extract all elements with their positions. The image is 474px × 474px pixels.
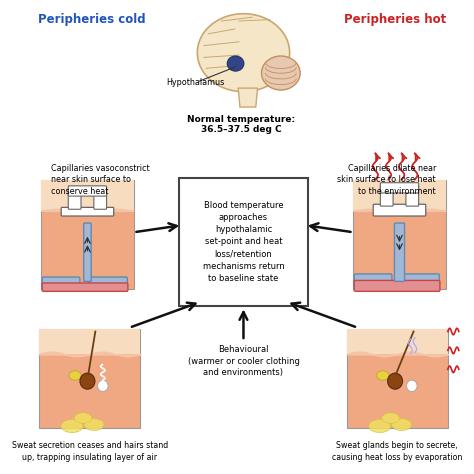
- Polygon shape: [238, 88, 257, 107]
- Ellipse shape: [369, 419, 391, 433]
- Circle shape: [98, 380, 108, 392]
- FancyBboxPatch shape: [394, 223, 404, 282]
- FancyBboxPatch shape: [380, 182, 419, 193]
- FancyBboxPatch shape: [90, 277, 128, 287]
- FancyBboxPatch shape: [373, 204, 426, 216]
- FancyBboxPatch shape: [354, 274, 392, 287]
- FancyBboxPatch shape: [84, 223, 91, 282]
- Circle shape: [80, 373, 95, 389]
- Circle shape: [407, 380, 417, 392]
- Text: Peripheries cold: Peripheries cold: [38, 13, 146, 26]
- Text: Sweat glands begin to secrete,
causing heat loss by evaporation: Sweat glands begin to secrete, causing h…: [332, 441, 463, 462]
- FancyBboxPatch shape: [68, 186, 107, 196]
- Ellipse shape: [382, 413, 400, 423]
- Text: Hypothalamus: Hypothalamus: [166, 78, 225, 87]
- FancyBboxPatch shape: [354, 281, 440, 292]
- Text: Sweat secretion ceases and hairs stand
up, trapping insulating layer of air: Sweat secretion ceases and hairs stand u…: [11, 441, 168, 462]
- FancyBboxPatch shape: [353, 180, 446, 211]
- Ellipse shape: [74, 413, 92, 423]
- FancyBboxPatch shape: [41, 180, 134, 289]
- Text: Behavioural
(warmer or cooler clothing
and environments): Behavioural (warmer or cooler clothing a…: [188, 345, 300, 377]
- Ellipse shape: [227, 56, 244, 71]
- Circle shape: [388, 373, 402, 389]
- Ellipse shape: [61, 419, 83, 433]
- Ellipse shape: [392, 419, 411, 430]
- FancyBboxPatch shape: [39, 329, 140, 354]
- FancyBboxPatch shape: [353, 180, 446, 289]
- FancyBboxPatch shape: [401, 274, 439, 287]
- Ellipse shape: [69, 371, 82, 380]
- Text: Blood temperature
approaches
hypothalamic
set-point and heat
loss/retention
mech: Blood temperature approaches hypothalami…: [202, 201, 284, 283]
- FancyBboxPatch shape: [406, 185, 419, 206]
- FancyBboxPatch shape: [68, 188, 81, 209]
- Text: Peripheries hot: Peripheries hot: [344, 13, 446, 26]
- FancyBboxPatch shape: [347, 329, 448, 428]
- FancyBboxPatch shape: [42, 277, 80, 287]
- FancyBboxPatch shape: [41, 180, 134, 211]
- Text: Capillaries vasoconstrict
near skin surface to
conserve heat: Capillaries vasoconstrict near skin surf…: [51, 164, 150, 196]
- Ellipse shape: [84, 419, 104, 430]
- Ellipse shape: [262, 56, 300, 90]
- FancyBboxPatch shape: [94, 188, 107, 209]
- FancyBboxPatch shape: [39, 329, 140, 428]
- FancyBboxPatch shape: [42, 283, 128, 292]
- Text: Capillaries dilate near
skin surface to lose heat
to the environment: Capillaries dilate near skin surface to …: [337, 164, 436, 196]
- Ellipse shape: [197, 14, 290, 91]
- FancyBboxPatch shape: [61, 207, 114, 216]
- Text: Normal temperature:
36.5–37.5 deg C: Normal temperature: 36.5–37.5 deg C: [187, 115, 295, 134]
- Ellipse shape: [377, 371, 389, 380]
- FancyBboxPatch shape: [380, 185, 393, 206]
- FancyBboxPatch shape: [179, 178, 308, 306]
- FancyBboxPatch shape: [347, 329, 448, 354]
